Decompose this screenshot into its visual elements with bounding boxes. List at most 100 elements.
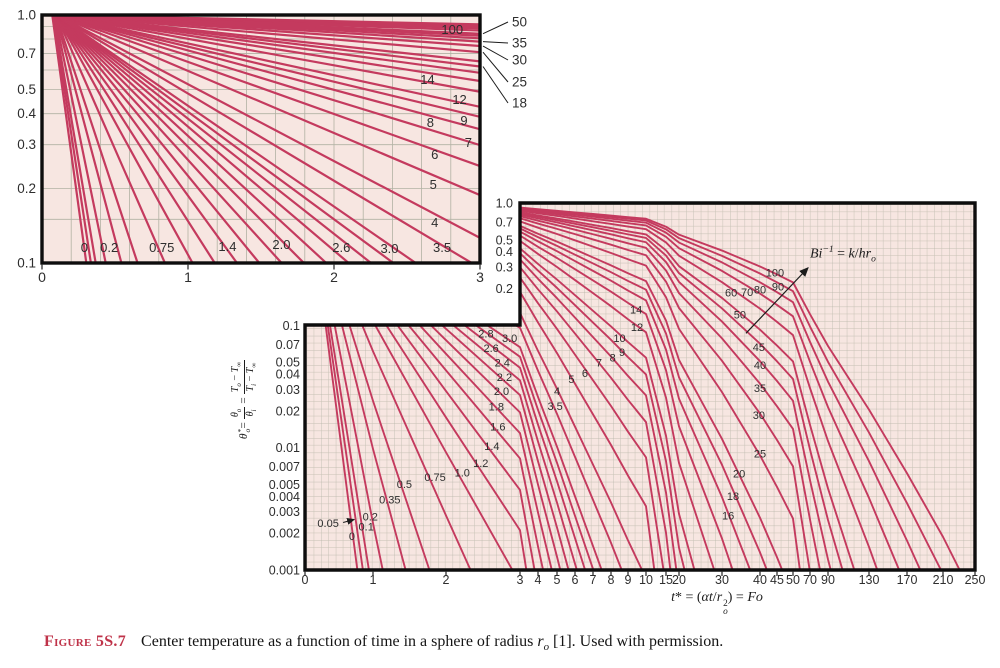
- curve-label: 1.2: [473, 458, 488, 470]
- y-tick-label: 0.1: [17, 256, 36, 271]
- inset-curve-bi-inv-3.5: [55, 15, 473, 263]
- inset-curve-bi-inv-0.2: [53, 15, 107, 263]
- y-tick-label: 0.03: [276, 383, 300, 397]
- inset-curve-bi-inv-2.4: [55, 15, 350, 263]
- callout-leader-line: [482, 66, 509, 104]
- figure-svg: 0 1 2 3 4 5 6 7 8 9 10 15 20 30 40 45 50 70 90 130 170 210 250…: [17, 8, 986, 588]
- x-tick-label: 15: [659, 573, 673, 587]
- y-tick-label: 0.004: [269, 490, 300, 504]
- y-tick-label: 0.5: [17, 82, 36, 97]
- main-grid: [305, 203, 975, 570]
- curve-label: 2.4: [495, 358, 510, 370]
- y-tick-label: 0.2: [17, 181, 36, 196]
- curve-label: 0.75: [424, 472, 445, 484]
- callout-leader-line: [482, 45, 509, 61]
- inset-curve-bi-inv-2.6: [55, 15, 373, 263]
- curve-label: 12: [631, 322, 643, 334]
- callout-label: 50: [512, 15, 527, 30]
- curve-label: 80: [754, 285, 766, 297]
- curve-label: 5: [430, 177, 437, 192]
- y-tick-label: 0.7: [496, 215, 513, 229]
- inset-curve-bi-inv-1: [55, 15, 194, 263]
- y-tick-label: 0.04: [276, 368, 300, 382]
- y-tick-label: 0.2: [496, 282, 513, 296]
- y-tick-label: 0.07: [276, 338, 300, 352]
- curve-bi-inv-60: [310, 203, 879, 570]
- inset-curve-bi-inv-0.1: [52, 15, 97, 263]
- callout-leader-line: [482, 21, 509, 35]
- y-tick-label: 0.3: [17, 137, 36, 152]
- curve-label: 60: [725, 288, 737, 300]
- y-tick-label: 0.01: [276, 441, 300, 455]
- curve-label: 8: [427, 115, 434, 130]
- curve-label-arrow: [342, 517, 356, 525]
- curve-label: 90: [772, 282, 784, 294]
- curve-label: 0.5: [397, 479, 412, 491]
- caption-figure-number: Figure 5S.7: [44, 633, 127, 650]
- y-tick-label: 0.3: [496, 260, 513, 274]
- curve-label: 2.6: [483, 343, 498, 355]
- inset-curve-bi-inv-4: [55, 15, 480, 240]
- curve-label: 14: [420, 72, 434, 87]
- inset-curve-bi-inv-0.35: [54, 15, 123, 263]
- y-tick-label: 0.05: [276, 356, 300, 370]
- bi-annotation-label: Bi−1 = k/hro: [810, 245, 876, 265]
- curve-label: 100: [441, 22, 463, 37]
- y-tick-label: 1.0: [496, 197, 513, 211]
- inset-curve-bi-inv-1.2: [55, 15, 216, 263]
- curve-label: 0.2: [100, 240, 118, 255]
- x-tick-label: 250: [965, 573, 986, 587]
- curve-bi-inv-50: [310, 203, 856, 570]
- inset-curve-bi-inv-0: [51, 15, 88, 263]
- curve-label: 3.5: [547, 401, 562, 413]
- inset-border: [40, 13, 482, 265]
- x-tick-label: 5: [554, 573, 561, 587]
- x-tick-label: 30: [715, 573, 729, 587]
- inset-curve-labels: 0 0.2 0.75 1.4 2.0 2.6 3.0 3.5 4 5 6 7 8 9 12 14 100: [81, 22, 472, 256]
- inset-curve-bi-inv-2.8: [55, 15, 395, 263]
- curve-label: 0.75: [149, 240, 174, 255]
- curve-label: 100: [766, 268, 784, 280]
- inset-curve-bi-inv-10: [55, 15, 480, 108]
- inset-curve-bi-inv-1.4: [55, 15, 239, 263]
- curve-label: 0.05: [317, 518, 338, 530]
- x-tick-label: 210: [933, 573, 954, 587]
- curve-label: 1.0: [455, 468, 470, 480]
- curve-label: 7: [596, 358, 602, 370]
- curve-bi-inv-40: [310, 203, 832, 570]
- inset-axis-ticks: 0 1 2 31.00.70.50.40.30.20.1: [17, 8, 484, 286]
- y-axis-label: θ * o = θo θi = To − T∞ Ti − T∞: [229, 359, 258, 440]
- curve-label: 8: [610, 353, 616, 365]
- curve-bi-inv-100: [310, 203, 961, 570]
- curve-label: 35: [754, 383, 766, 395]
- callout-label: 35: [512, 36, 527, 51]
- y-tick-label: 0.7: [17, 46, 36, 61]
- curve-label: 70: [741, 287, 753, 299]
- x-tick-label: 4: [535, 573, 542, 587]
- curve-bi-inv-45: [310, 203, 844, 570]
- curve-label: 5: [568, 374, 574, 386]
- x-tick-label: 0: [302, 573, 309, 587]
- curve-label: 40: [754, 360, 766, 372]
- figure-caption: Figure 5S.7 Center temperature as a funct…: [44, 633, 964, 653]
- curve-label: 4: [431, 215, 438, 230]
- inset-chart: 0 1 2 31.00.70.50.40.30.20.10 0.2 0.75 1.4 2.0 2…: [17, 8, 527, 286]
- curve-label: 0.1: [359, 521, 374, 533]
- x-tick-label: 130: [859, 573, 880, 587]
- curve-label: 2.8: [478, 328, 493, 340]
- inset-curve-bi-inv-7: [55, 15, 480, 147]
- curve-label: 3.5: [433, 240, 451, 255]
- x-tick-label: 6: [572, 573, 579, 587]
- curve-label: 18: [727, 491, 739, 503]
- inset-curve-bi-inv-1.8: [55, 15, 283, 263]
- caption-text: Center temperature as a function of time…: [141, 633, 724, 654]
- x-tick-label: 10: [639, 573, 653, 587]
- x-tick-label: 2: [330, 269, 338, 285]
- x-tick-label: 50: [786, 573, 800, 587]
- x-tick-label: 2: [443, 573, 450, 587]
- curve-label: 2.0: [494, 386, 509, 398]
- curve-label: 0: [349, 531, 355, 543]
- callout-label: 25: [512, 75, 527, 90]
- y-tick-label: 0.003: [269, 505, 300, 519]
- x-tick-label: 9: [625, 573, 632, 587]
